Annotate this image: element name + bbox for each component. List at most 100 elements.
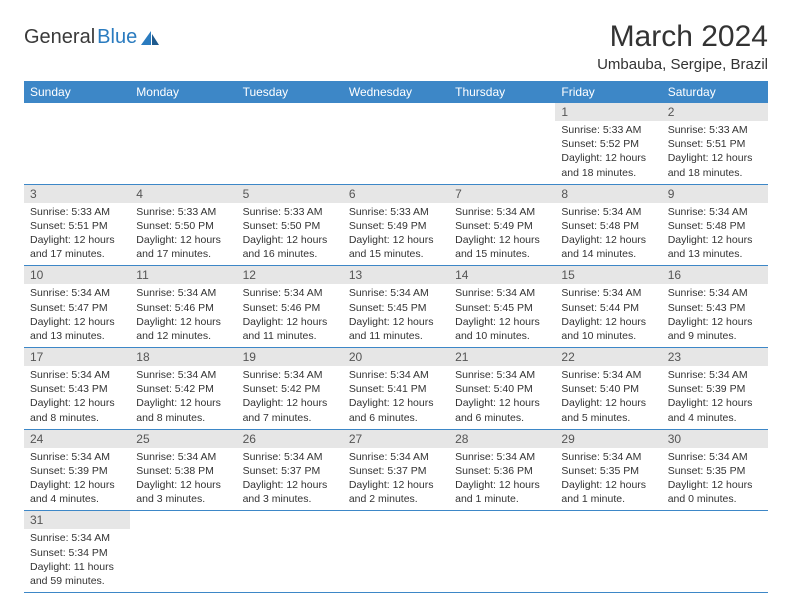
sunrise-text: Sunrise: 5:34 AM [136, 368, 230, 382]
day-number: 15 [555, 266, 661, 284]
sunset-text: Sunset: 5:51 PM [30, 219, 124, 233]
month-title: March 2024 [597, 20, 768, 54]
sunrise-text: Sunrise: 5:34 AM [136, 450, 230, 464]
day-details: Sunrise: 5:34 AMSunset: 5:46 PMDaylight:… [130, 284, 236, 347]
calendar-day: 26Sunrise: 5:34 AMSunset: 5:37 PMDayligh… [237, 429, 343, 511]
daylight-text: Daylight: 12 hours and 1 minute. [455, 478, 549, 506]
day-details: Sunrise: 5:34 AMSunset: 5:39 PMDaylight:… [24, 448, 130, 511]
calendar-day: 13Sunrise: 5:34 AMSunset: 5:45 PMDayligh… [343, 266, 449, 348]
calendar-day: 2Sunrise: 5:33 AMSunset: 5:51 PMDaylight… [662, 103, 768, 184]
daylight-text: Daylight: 12 hours and 18 minutes. [668, 151, 762, 179]
day-number: 3 [24, 185, 130, 203]
sunset-text: Sunset: 5:50 PM [136, 219, 230, 233]
day-number: 5 [237, 185, 343, 203]
sunrise-text: Sunrise: 5:34 AM [30, 368, 124, 382]
sunrise-text: Sunrise: 5:34 AM [455, 450, 549, 464]
day-details: Sunrise: 5:34 AMSunset: 5:42 PMDaylight:… [237, 366, 343, 429]
weekday-header: Thursday [449, 81, 555, 103]
calendar-day: 7Sunrise: 5:34 AMSunset: 5:49 PMDaylight… [449, 184, 555, 266]
sunset-text: Sunset: 5:46 PM [243, 301, 337, 315]
calendar-week: 10Sunrise: 5:34 AMSunset: 5:47 PMDayligh… [24, 266, 768, 348]
daylight-text: Daylight: 12 hours and 0 minutes. [668, 478, 762, 506]
calendar-day-empty [449, 103, 555, 184]
day-details: Sunrise: 5:34 AMSunset: 5:34 PMDaylight:… [24, 529, 130, 592]
day-number: 17 [24, 348, 130, 366]
sunset-text: Sunset: 5:43 PM [30, 382, 124, 396]
calendar-day-empty [130, 103, 236, 184]
day-details: Sunrise: 5:33 AMSunset: 5:49 PMDaylight:… [343, 203, 449, 266]
calendar-day-empty [555, 511, 661, 593]
sunset-text: Sunset: 5:40 PM [561, 382, 655, 396]
day-number: 24 [24, 430, 130, 448]
calendar-day: 15Sunrise: 5:34 AMSunset: 5:44 PMDayligh… [555, 266, 661, 348]
sunrise-text: Sunrise: 5:33 AM [243, 205, 337, 219]
day-number: 29 [555, 430, 661, 448]
weekday-header: Tuesday [237, 81, 343, 103]
daylight-text: Daylight: 12 hours and 2 minutes. [349, 478, 443, 506]
daylight-text: Daylight: 12 hours and 8 minutes. [30, 396, 124, 424]
day-number: 27 [343, 430, 449, 448]
day-number: 11 [130, 266, 236, 284]
sunset-text: Sunset: 5:36 PM [455, 464, 549, 478]
sunrise-text: Sunrise: 5:33 AM [30, 205, 124, 219]
calendar-day-empty [662, 511, 768, 593]
day-details: Sunrise: 5:33 AMSunset: 5:50 PMDaylight:… [130, 203, 236, 266]
sunrise-text: Sunrise: 5:34 AM [668, 450, 762, 464]
calendar-body: 1Sunrise: 5:33 AMSunset: 5:52 PMDaylight… [24, 103, 768, 593]
calendar-day: 14Sunrise: 5:34 AMSunset: 5:45 PMDayligh… [449, 266, 555, 348]
day-number: 4 [130, 185, 236, 203]
day-number: 13 [343, 266, 449, 284]
sunrise-text: Sunrise: 5:34 AM [30, 286, 124, 300]
calendar-day: 4Sunrise: 5:33 AMSunset: 5:50 PMDaylight… [130, 184, 236, 266]
day-details: Sunrise: 5:34 AMSunset: 5:40 PMDaylight:… [555, 366, 661, 429]
day-details: Sunrise: 5:33 AMSunset: 5:51 PMDaylight:… [24, 203, 130, 266]
sunset-text: Sunset: 5:39 PM [668, 382, 762, 396]
calendar-head: SundayMondayTuesdayWednesdayThursdayFrid… [24, 81, 768, 103]
day-number: 6 [343, 185, 449, 203]
sunrise-text: Sunrise: 5:34 AM [668, 286, 762, 300]
calendar-day-empty [24, 103, 130, 184]
sunset-text: Sunset: 5:45 PM [349, 301, 443, 315]
daylight-text: Daylight: 12 hours and 4 minutes. [30, 478, 124, 506]
daylight-text: Daylight: 12 hours and 3 minutes. [243, 478, 337, 506]
calendar-week: 17Sunrise: 5:34 AMSunset: 5:43 PMDayligh… [24, 348, 768, 430]
daylight-text: Daylight: 12 hours and 17 minutes. [30, 233, 124, 261]
sunset-text: Sunset: 5:52 PM [561, 137, 655, 151]
day-number: 26 [237, 430, 343, 448]
daylight-text: Daylight: 12 hours and 4 minutes. [668, 396, 762, 424]
daylight-text: Daylight: 12 hours and 1 minute. [561, 478, 655, 506]
day-details: Sunrise: 5:34 AMSunset: 5:45 PMDaylight:… [343, 284, 449, 347]
calendar-day: 19Sunrise: 5:34 AMSunset: 5:42 PMDayligh… [237, 348, 343, 430]
sunset-text: Sunset: 5:50 PM [243, 219, 337, 233]
day-number: 28 [449, 430, 555, 448]
sunset-text: Sunset: 5:49 PM [455, 219, 549, 233]
sunset-text: Sunset: 5:48 PM [668, 219, 762, 233]
day-details: Sunrise: 5:33 AMSunset: 5:51 PMDaylight:… [662, 121, 768, 184]
header: General Blue March 2024 Umbauba, Sergipe… [24, 20, 768, 73]
day-number: 20 [343, 348, 449, 366]
calendar-week: 3Sunrise: 5:33 AMSunset: 5:51 PMDaylight… [24, 184, 768, 266]
calendar-day: 31Sunrise: 5:34 AMSunset: 5:34 PMDayligh… [24, 511, 130, 593]
daylight-text: Daylight: 12 hours and 11 minutes. [243, 315, 337, 343]
title-block: March 2024 Umbauba, Sergipe, Brazil [597, 20, 768, 73]
calendar-day-empty [343, 103, 449, 184]
sunrise-text: Sunrise: 5:34 AM [455, 205, 549, 219]
day-details: Sunrise: 5:34 AMSunset: 5:37 PMDaylight:… [343, 448, 449, 511]
calendar-day: 20Sunrise: 5:34 AMSunset: 5:41 PMDayligh… [343, 348, 449, 430]
calendar-day: 21Sunrise: 5:34 AMSunset: 5:40 PMDayligh… [449, 348, 555, 430]
daylight-text: Daylight: 12 hours and 17 minutes. [136, 233, 230, 261]
weekday-header: Monday [130, 81, 236, 103]
calendar-week: 1Sunrise: 5:33 AMSunset: 5:52 PMDaylight… [24, 103, 768, 184]
daylight-text: Daylight: 12 hours and 6 minutes. [349, 396, 443, 424]
day-details: Sunrise: 5:34 AMSunset: 5:49 PMDaylight:… [449, 203, 555, 266]
day-details: Sunrise: 5:33 AMSunset: 5:50 PMDaylight:… [237, 203, 343, 266]
calendar-week: 31Sunrise: 5:34 AMSunset: 5:34 PMDayligh… [24, 511, 768, 593]
calendar-day: 6Sunrise: 5:33 AMSunset: 5:49 PMDaylight… [343, 184, 449, 266]
calendar-day-empty [449, 511, 555, 593]
sunrise-text: Sunrise: 5:34 AM [243, 450, 337, 464]
calendar-week: 24Sunrise: 5:34 AMSunset: 5:39 PMDayligh… [24, 429, 768, 511]
calendar-table: SundayMondayTuesdayWednesdayThursdayFrid… [24, 81, 768, 593]
day-details: Sunrise: 5:34 AMSunset: 5:42 PMDaylight:… [130, 366, 236, 429]
sunset-text: Sunset: 5:35 PM [561, 464, 655, 478]
logo-text-blue: Blue [97, 26, 137, 49]
